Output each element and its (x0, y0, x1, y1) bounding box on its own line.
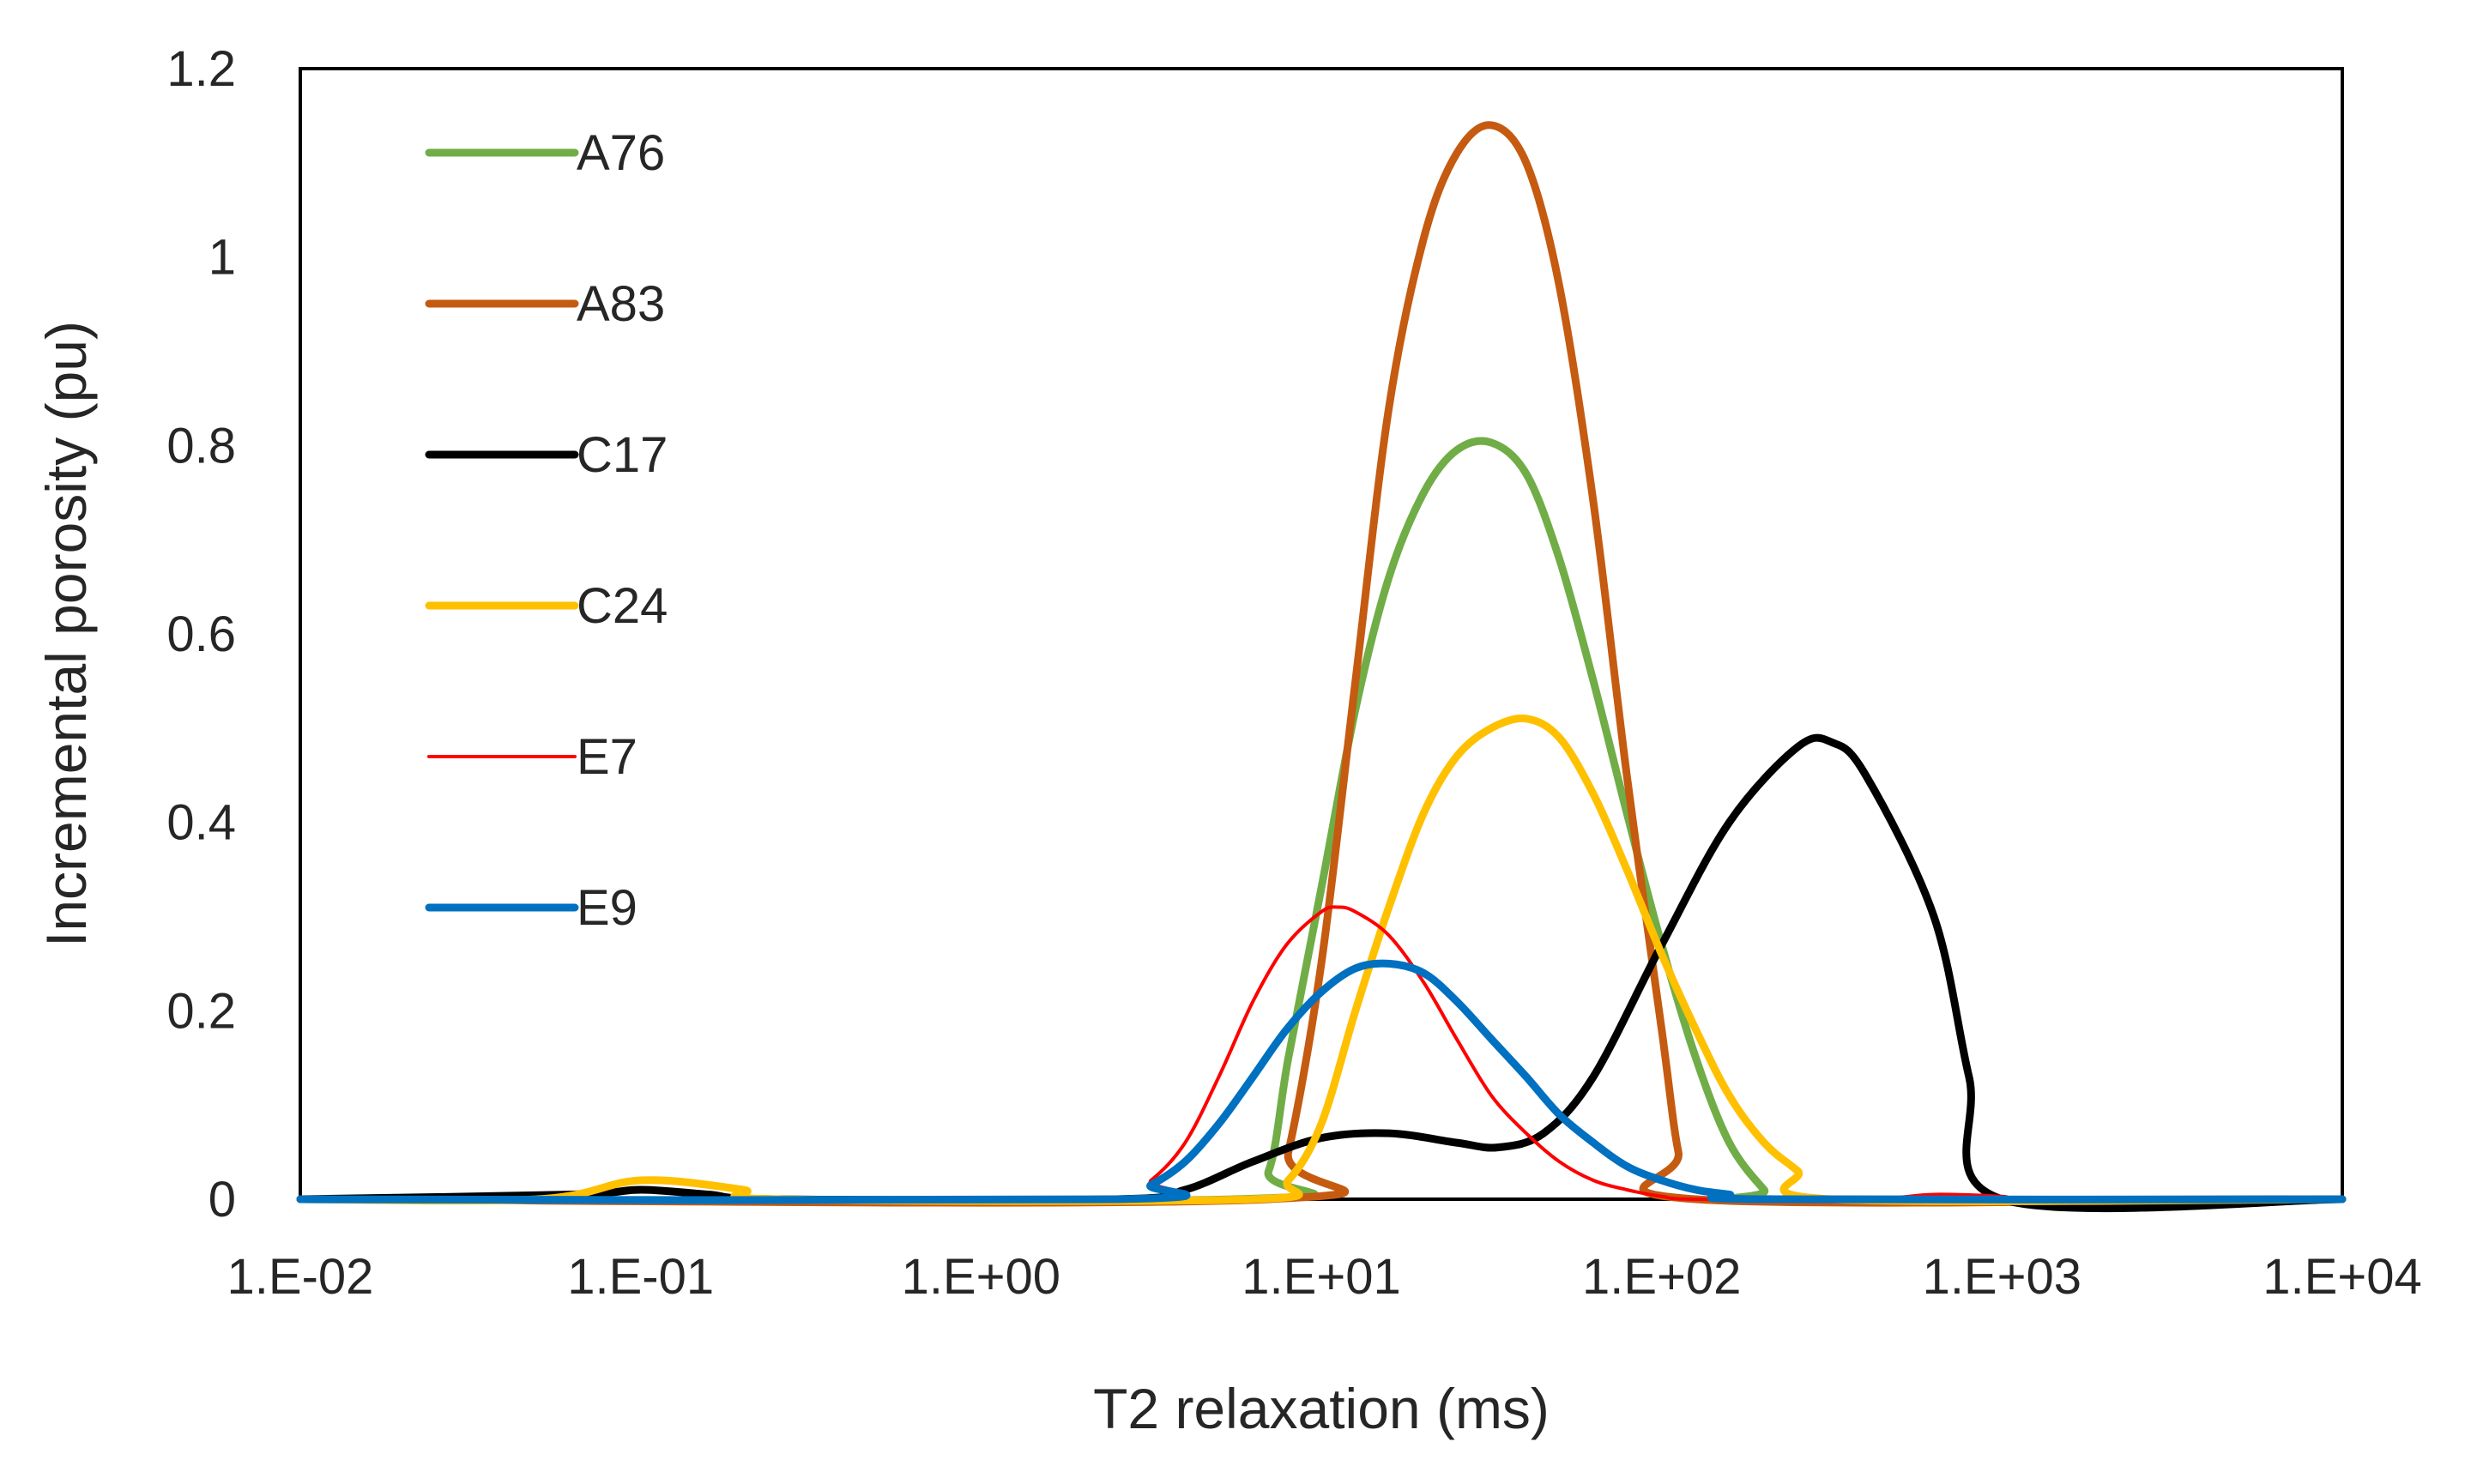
x-axis-title: T2 relaxation (ms) (1093, 1377, 1550, 1440)
legend-label-e9: E9 (577, 880, 637, 936)
y-tick-label: 0.2 (166, 983, 236, 1039)
series-line-e9 (296, 959, 2347, 1204)
x-tick-label: 1.E+03 (1923, 1249, 2081, 1305)
x-tick-label: 1.E+00 (902, 1249, 1060, 1305)
x-tick-label: 1.E+01 (1242, 1249, 1400, 1305)
y-tick-label: 0.4 (166, 795, 236, 851)
y-tick-labels: 0 0.2 0.4 0.6 0.8 1 1.2 (166, 41, 236, 1228)
y-tick-label: 0.6 (166, 606, 236, 662)
y-tick-label: 1.2 (166, 41, 236, 97)
y-tick-label: 0.8 (166, 418, 236, 474)
series-line-c24 (296, 714, 2347, 1205)
legend-label-a83: A83 (577, 276, 665, 332)
legend-label-c17: C17 (577, 427, 668, 483)
legend-label-e7: E7 (577, 729, 637, 785)
x-tick-label: 1.E+04 (2263, 1249, 2421, 1305)
x-tick-label: 1.E-02 (227, 1249, 374, 1305)
legend: A76 A83 C17 C24 E7 E9 (425, 125, 668, 936)
x-tick-label: 1.E+02 (1582, 1249, 1741, 1305)
plot-area (299, 67, 2344, 1201)
y-tick-label: 0 (208, 1172, 236, 1228)
series-layer (296, 121, 2347, 1213)
y-tick-label: 1 (208, 230, 236, 286)
x-tick-labels: 1.E-02 1.E-01 1.E+00 1.E+01 1.E+02 1.E+03 1.E+… (227, 1249, 2422, 1305)
x-tick-label: 1.E-01 (567, 1249, 714, 1305)
legend-label-a76: A76 (577, 125, 665, 181)
series-line-a83 (296, 121, 2347, 1207)
y-axis-title: Incremental porosity (pu) (34, 321, 98, 947)
legend-label-c24: C24 (577, 578, 668, 634)
